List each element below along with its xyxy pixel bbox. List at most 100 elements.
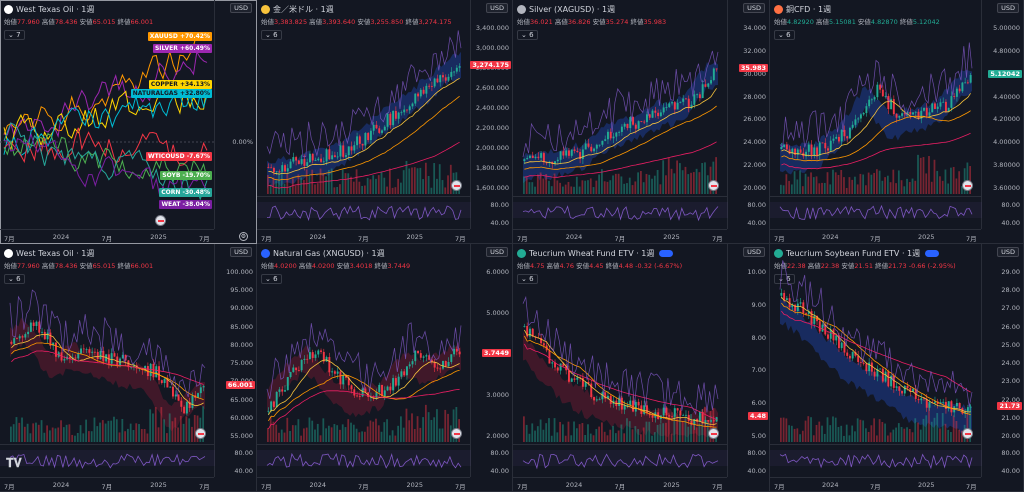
symbol-header[interactable]: West Texas Oil · 1週 [4, 247, 94, 259]
volume-bar [782, 185, 785, 194]
time-tick-label: 7月 [4, 235, 15, 243]
time-axis[interactable]: 7月 2024 7月 2025 7月 [257, 229, 470, 243]
volume-bar [350, 176, 352, 194]
volume-bar [690, 172, 692, 194]
volume-bar [821, 425, 823, 442]
volume-bar [300, 435, 303, 442]
ohlc-label: 始値 [261, 18, 274, 26]
volume-bar [952, 166, 955, 194]
rsi-tick-label: 80.00 [490, 201, 509, 209]
currency-select[interactable]: USD [743, 247, 765, 257]
price-axis[interactable]: 3,400.0003,000.0002,800.0002,600.0002,40… [470, 0, 512, 229]
candle-body [317, 350, 320, 355]
symbol-header[interactable]: Teucrium Wheat Fund ETV · 1週 [517, 247, 674, 259]
currency-select[interactable]: USD [997, 3, 1019, 13]
volume-bar [692, 420, 695, 442]
candle-body [400, 112, 403, 114]
currency-select[interactable]: USD [997, 247, 1019, 257]
volume-bar [375, 178, 377, 194]
time-axis[interactable]: 7月 2024 7月 2025 7月 [770, 477, 981, 491]
volume-bar [917, 422, 919, 442]
volume-bar [10, 426, 12, 442]
volume-bar [23, 426, 26, 442]
settings-gear-icon[interactable]: ⚙ [239, 232, 248, 241]
price-axis[interactable]: 29.00 28.00 27.00 26.00 25.00 24.00 23.00 22.00… [981, 244, 1023, 477]
pane-separator[interactable] [513, 196, 727, 197]
chart-panel-p3[interactable]: Silver (XAGUSD) · 1週 USD 始値36.021 高値36.826… [513, 0, 770, 244]
volume-bar [361, 431, 363, 442]
ohlc-value: 5.12042 [912, 18, 940, 26]
pane-separator[interactable] [770, 196, 981, 197]
price-axis[interactable]: 100.00095.00090.00085.00080.00075.00070.… [214, 244, 256, 477]
indicator-legend-toggle[interactable]: ⌄ 6 [517, 274, 538, 284]
symbol-header[interactable]: Teucrium Soybean Fund ETV · 1週 [774, 247, 940, 259]
chart-panel-p8[interactable]: Teucrium Soybean Fund ETV · 1週 USD 始値22.38… [770, 244, 1024, 492]
chart-panel-p6[interactable]: Natural Gas (XNGUSD) · 1週 USD 始値4.0200 高値4… [257, 244, 513, 492]
price-axis[interactable]: 34.000 32.000 30.000 28.000 26.000 24.000 22.0… [727, 0, 769, 229]
indicator-legend-toggle[interactable]: ⌄ 6 [261, 274, 282, 284]
ohlc-label: 始値 [517, 262, 530, 270]
currency-select[interactable]: USD [230, 3, 252, 13]
volume-bar [347, 419, 350, 442]
volume-bar [314, 429, 316, 442]
candle-body [523, 325, 526, 327]
indicator-legend-toggle[interactable]: ⌄ 6 [4, 274, 25, 284]
candle-body [405, 109, 408, 111]
time-tick-label: 7月 [774, 483, 785, 491]
candle-body [704, 84, 707, 87]
volume-bar [542, 178, 545, 194]
currency-select[interactable]: USD [743, 3, 765, 13]
volume-bar [372, 175, 375, 194]
candle-body [372, 124, 375, 131]
time-axis[interactable]: 7月 2024 7月 2025 7月 [0, 477, 214, 491]
time-axis[interactable]: 7月 2024 7月 2025 7月 [513, 477, 727, 491]
indicator-legend-toggle[interactable]: ⌄ 6 [774, 274, 795, 284]
candle-body [687, 98, 690, 109]
pane-separator[interactable] [770, 444, 981, 445]
time-tick-label: 7月 [4, 483, 15, 491]
time-axis[interactable]: 7月 2024 7月 2025 7月 [770, 229, 981, 243]
time-axis[interactable]: 7月 2024 7月 2025 7月 [513, 229, 727, 243]
currency-select[interactable]: USD [486, 3, 508, 13]
candle-body [389, 386, 392, 391]
volume-bar [889, 432, 892, 442]
chart-panel-p2[interactable]: 金／米ドル · 1週 USD 始値3,383.825 高値3,393.640 安値3… [257, 0, 513, 244]
pane-separator[interactable] [257, 196, 470, 197]
chart-panel-p5[interactable]: West Texas Oil · 1週 USD 始値77.960 高値78.436 … [0, 244, 257, 492]
time-axis[interactable]: 7月 2024 7月 2025 7月 [257, 477, 470, 491]
candle-body [272, 167, 275, 172]
currency-select[interactable]: USD [486, 247, 508, 257]
symbol-title: 銅CFD · 1週 [786, 4, 832, 14]
volume-bar [603, 181, 606, 194]
symbol-header[interactable]: Natural Gas (XNGUSD) · 1週 [261, 247, 385, 259]
chart-panel-p4[interactable]: 銅CFD · 1週 USD 始値4.82920 高値5.15081 安値4.8287… [770, 0, 1024, 244]
ohlc-label: 安値 [336, 262, 350, 270]
symbol-header[interactable]: Silver (XAGUSD) · 1週 [517, 3, 615, 15]
indicator-legend-toggle[interactable]: ⌄ 6 [774, 30, 795, 40]
pane-separator[interactable] [257, 444, 470, 445]
price-axis[interactable]: 0.00% [214, 0, 256, 229]
volume-bar [670, 168, 673, 194]
candle-body [375, 392, 378, 399]
chart-panel-p1[interactable]: West Texas Oil · 1週 USD 始値77.960 高値78.436 … [0, 0, 257, 244]
symbol-header[interactable]: 銅CFD · 1週 [774, 3, 831, 15]
price-axis[interactable]: 10.00 9.00 8.00 7.00 6.00 5.00 80.00 40.00 [727, 244, 769, 477]
time-tick-label: 2025 [663, 481, 680, 489]
time-axis[interactable]: 7月 2024 7月 2025 7月 [0, 229, 214, 243]
price-axis[interactable]: 5.000004.800004.600004.400004.200004.000… [981, 0, 1023, 229]
candle-body [840, 129, 843, 142]
indicator-legend-toggle[interactable]: ⌄ 7 [4, 30, 25, 40]
indicator-legend-toggle[interactable]: ⌄ 6 [517, 30, 538, 40]
pane-separator[interactable] [0, 444, 214, 445]
symbol-header[interactable]: West Texas Oil · 1週 [4, 3, 94, 15]
volume-bar [601, 169, 603, 194]
volume-bar [283, 183, 286, 194]
chart-panel-p7[interactable]: Teucrium Wheat Fund ETV · 1週 USD 始値4.75 高値… [513, 244, 770, 492]
pane-separator[interactable] [513, 444, 727, 445]
time-tick-label: 7月 [966, 235, 977, 243]
symbol-header[interactable]: 金／米ドル · 1週 [261, 3, 334, 15]
volume-bar [314, 184, 316, 194]
currency-select[interactable]: USD [230, 247, 252, 257]
indicator-legend-toggle[interactable]: ⌄ 6 [261, 30, 282, 40]
